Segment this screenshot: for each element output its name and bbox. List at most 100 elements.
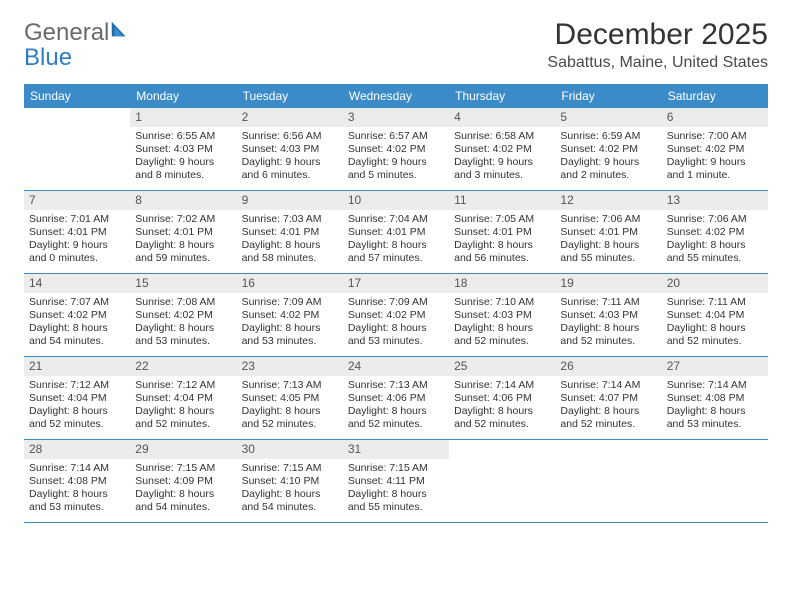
daylight-text: and 54 minutes. xyxy=(242,501,338,514)
daylight-text: Daylight: 8 hours xyxy=(348,239,444,252)
day-number: 2 xyxy=(237,108,343,127)
sunrise-text: Sunrise: 7:06 AM xyxy=(560,213,656,226)
day-body: Sunrise: 7:02 AMSunset: 4:01 PMDaylight:… xyxy=(130,210,236,272)
daylight-text: and 55 minutes. xyxy=(560,252,656,265)
sunset-text: Sunset: 4:11 PM xyxy=(348,475,444,488)
day-number xyxy=(555,440,661,458)
sunset-text: Sunset: 4:02 PM xyxy=(348,309,444,322)
sunrise-text: Sunrise: 6:58 AM xyxy=(454,130,550,143)
week-row: 28Sunrise: 7:14 AMSunset: 4:08 PMDayligh… xyxy=(24,440,768,523)
sunrise-text: Sunrise: 7:11 AM xyxy=(667,296,763,309)
daylight-text: Daylight: 8 hours xyxy=(242,322,338,335)
location-text: Sabattus, Maine, United States xyxy=(547,54,768,72)
sunrise-text: Sunrise: 7:03 AM xyxy=(242,213,338,226)
daylight-text: Daylight: 8 hours xyxy=(454,322,550,335)
day-body: Sunrise: 6:56 AMSunset: 4:03 PMDaylight:… xyxy=(237,127,343,189)
day-body: Sunrise: 7:15 AMSunset: 4:09 PMDaylight:… xyxy=(130,459,236,521)
day-body: Sunrise: 7:06 AMSunset: 4:01 PMDaylight:… xyxy=(555,210,661,272)
sunset-text: Sunset: 4:02 PM xyxy=(667,143,763,156)
day-cell: 4Sunrise: 6:58 AMSunset: 4:02 PMDaylight… xyxy=(449,108,555,190)
daylight-text: Daylight: 8 hours xyxy=(348,322,444,335)
sunset-text: Sunset: 4:02 PM xyxy=(454,143,550,156)
sunrise-text: Sunrise: 7:15 AM xyxy=(135,462,231,475)
day-number: 26 xyxy=(555,357,661,376)
daylight-text: and 56 minutes. xyxy=(454,252,550,265)
sunrise-text: Sunrise: 7:04 AM xyxy=(348,213,444,226)
day-number: 23 xyxy=(237,357,343,376)
sunset-text: Sunset: 4:10 PM xyxy=(242,475,338,488)
day-cell: 13Sunrise: 7:06 AMSunset: 4:02 PMDayligh… xyxy=(662,191,768,273)
sunrise-text: Sunrise: 7:00 AM xyxy=(667,130,763,143)
day-body: Sunrise: 7:12 AMSunset: 4:04 PMDaylight:… xyxy=(24,376,130,438)
day-cell: 17Sunrise: 7:09 AMSunset: 4:02 PMDayligh… xyxy=(343,274,449,356)
day-body: Sunrise: 7:12 AMSunset: 4:04 PMDaylight:… xyxy=(130,376,236,438)
day-body xyxy=(662,458,768,467)
daylight-text: Daylight: 9 hours xyxy=(454,156,550,169)
day-number: 27 xyxy=(662,357,768,376)
sunset-text: Sunset: 4:08 PM xyxy=(29,475,125,488)
daylight-text: and 52 minutes. xyxy=(135,418,231,431)
sunrise-text: Sunrise: 6:57 AM xyxy=(348,130,444,143)
day-cell: 18Sunrise: 7:10 AMSunset: 4:03 PMDayligh… xyxy=(449,274,555,356)
sunset-text: Sunset: 4:02 PM xyxy=(242,309,338,322)
day-number: 11 xyxy=(449,191,555,210)
day-body: Sunrise: 7:03 AMSunset: 4:01 PMDaylight:… xyxy=(237,210,343,272)
logo: General Blue xyxy=(24,18,131,70)
sunset-text: Sunset: 4:08 PM xyxy=(667,392,763,405)
sunrise-text: Sunrise: 7:13 AM xyxy=(348,379,444,392)
title-block: December 2025 Sabattus, Maine, United St… xyxy=(547,18,768,72)
day-number xyxy=(449,440,555,458)
day-number: 20 xyxy=(662,274,768,293)
daylight-text: and 58 minutes. xyxy=(242,252,338,265)
day-number: 30 xyxy=(237,440,343,459)
day-cell: 22Sunrise: 7:12 AMSunset: 4:04 PMDayligh… xyxy=(130,357,236,439)
daylight-text: Daylight: 8 hours xyxy=(454,239,550,252)
sunset-text: Sunset: 4:02 PM xyxy=(560,143,656,156)
day-body: Sunrise: 7:07 AMSunset: 4:02 PMDaylight:… xyxy=(24,293,130,355)
day-body: Sunrise: 7:15 AMSunset: 4:11 PMDaylight:… xyxy=(343,459,449,521)
day-body: Sunrise: 6:58 AMSunset: 4:02 PMDaylight:… xyxy=(449,127,555,189)
daylight-text: and 53 minutes. xyxy=(29,501,125,514)
sunset-text: Sunset: 4:04 PM xyxy=(135,392,231,405)
daylight-text: Daylight: 8 hours xyxy=(242,239,338,252)
daylight-text: Daylight: 8 hours xyxy=(667,405,763,418)
day-number: 28 xyxy=(24,440,130,459)
sunset-text: Sunset: 4:02 PM xyxy=(348,143,444,156)
logo-text: General Blue xyxy=(24,18,131,70)
day-body: Sunrise: 6:55 AMSunset: 4:03 PMDaylight:… xyxy=(130,127,236,189)
daylight-text: Daylight: 8 hours xyxy=(29,488,125,501)
daylight-text: and 52 minutes. xyxy=(560,335,656,348)
day-number: 18 xyxy=(449,274,555,293)
day-body: Sunrise: 7:05 AMSunset: 4:01 PMDaylight:… xyxy=(449,210,555,272)
day-number: 6 xyxy=(662,108,768,127)
daylight-text: Daylight: 8 hours xyxy=(667,322,763,335)
day-cell xyxy=(24,108,130,190)
sunrise-text: Sunrise: 7:11 AM xyxy=(560,296,656,309)
day-body xyxy=(24,126,130,135)
sunset-text: Sunset: 4:06 PM xyxy=(454,392,550,405)
dow-saturday: Saturday xyxy=(662,84,768,108)
sunset-text: Sunset: 4:02 PM xyxy=(667,226,763,239)
day-number: 8 xyxy=(130,191,236,210)
week-row: 21Sunrise: 7:12 AMSunset: 4:04 PMDayligh… xyxy=(24,357,768,440)
day-cell: 27Sunrise: 7:14 AMSunset: 4:08 PMDayligh… xyxy=(662,357,768,439)
day-number: 5 xyxy=(555,108,661,127)
daylight-text: and 52 minutes. xyxy=(454,335,550,348)
day-number: 25 xyxy=(449,357,555,376)
sunrise-text: Sunrise: 7:14 AM xyxy=(560,379,656,392)
day-body: Sunrise: 7:13 AMSunset: 4:06 PMDaylight:… xyxy=(343,376,449,438)
day-number: 1 xyxy=(130,108,236,127)
daylight-text: and 54 minutes. xyxy=(135,501,231,514)
sunrise-text: Sunrise: 6:59 AM xyxy=(560,130,656,143)
day-cell: 1Sunrise: 6:55 AMSunset: 4:03 PMDaylight… xyxy=(130,108,236,190)
daylight-text: and 52 minutes. xyxy=(454,418,550,431)
day-number: 14 xyxy=(24,274,130,293)
day-body: Sunrise: 7:08 AMSunset: 4:02 PMDaylight:… xyxy=(130,293,236,355)
day-number: 15 xyxy=(130,274,236,293)
daylight-text: Daylight: 8 hours xyxy=(135,322,231,335)
sunrise-text: Sunrise: 7:13 AM xyxy=(242,379,338,392)
sunset-text: Sunset: 4:01 PM xyxy=(454,226,550,239)
daylight-text: and 8 minutes. xyxy=(135,169,231,182)
day-cell: 19Sunrise: 7:11 AMSunset: 4:03 PMDayligh… xyxy=(555,274,661,356)
day-cell: 8Sunrise: 7:02 AMSunset: 4:01 PMDaylight… xyxy=(130,191,236,273)
